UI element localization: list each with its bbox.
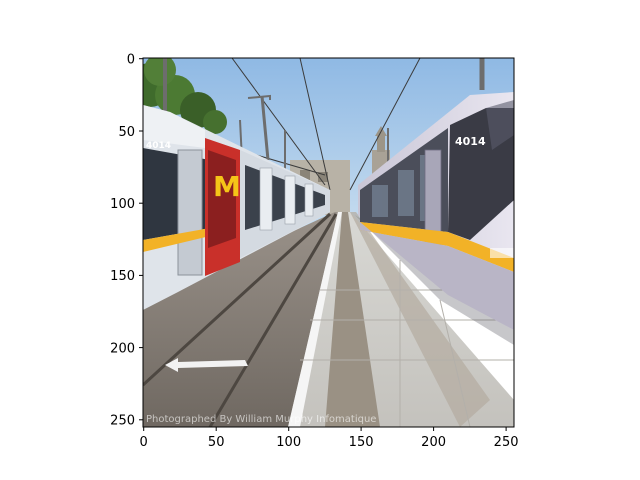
arrow-marking <box>165 358 248 372</box>
tram-right-number: 4014 <box>455 135 486 148</box>
y-tick-label: 100 <box>110 197 135 212</box>
y-tick-label: 200 <box>110 341 135 356</box>
rails <box>143 212 338 427</box>
x-tick-label: 200 <box>421 435 446 450</box>
tram-right: 4014 <box>358 92 514 330</box>
x-tick-label: 250 <box>494 435 519 450</box>
y-axis: 0 50 100 150 200 250 <box>110 53 143 429</box>
y-tick-label: 0 <box>127 53 135 68</box>
track-bed <box>143 212 345 427</box>
x-tick-label: 50 <box>208 435 225 450</box>
tram-left-number: 4014 <box>146 141 171 151</box>
x-axis: 0 50 100 150 200 250 <box>140 427 519 450</box>
y-tick-label: 50 <box>118 125 135 140</box>
svg-text:M: M <box>213 170 241 203</box>
y-tick-label: 250 <box>110 414 135 429</box>
y-tick-label: 150 <box>110 269 135 284</box>
x-tick-label: 150 <box>349 435 374 450</box>
tram-left: M 4014 <box>143 105 330 310</box>
axes-frame <box>142 57 515 428</box>
x-tick-label: 100 <box>276 435 301 450</box>
watermark: Photographed By William Murphy Infomatiq… <box>146 414 376 425</box>
photo: M 4014 <box>143 58 514 427</box>
x-tick-label: 0 <box>140 435 148 450</box>
